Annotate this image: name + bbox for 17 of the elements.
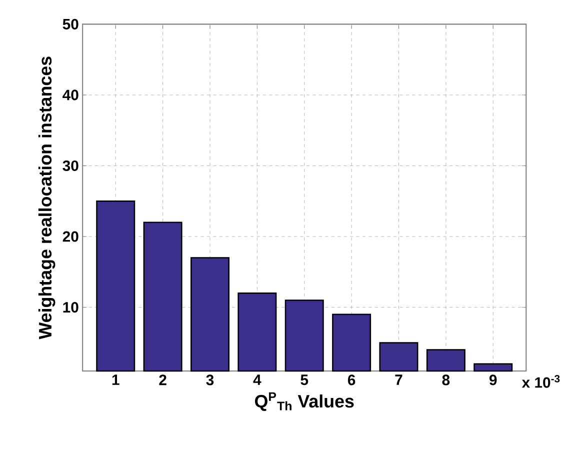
x-tick-label: 7 [395, 374, 402, 385]
text: x 10$^{-3}$ [522, 374, 560, 388]
y-axis-title: Weightage reallocation instances [38, 56, 56, 340]
x-tick-label: 2 [159, 374, 166, 386]
y-tick-label: 10 [63, 302, 78, 313]
x-tick-label: 8 [442, 374, 450, 386]
x-tick-label: 9 [489, 374, 497, 386]
x-tick-label: 5 [300, 374, 308, 386]
y-tick-label: 50 [62, 18, 78, 30]
y-tick-label: 20 [62, 231, 78, 242]
x-tick-label: 3 [206, 374, 214, 386]
y-tick-label: 40 [62, 90, 78, 100]
x-tick-label: 4 [253, 374, 262, 385]
y-tick-label: 30 [62, 160, 78, 171]
x-tick-label: 1 [112, 374, 120, 385]
x-tick-label: 6 [348, 374, 356, 386]
x-axis-title: Q$^{P}$$_{Th}$ Values [254, 392, 354, 411]
